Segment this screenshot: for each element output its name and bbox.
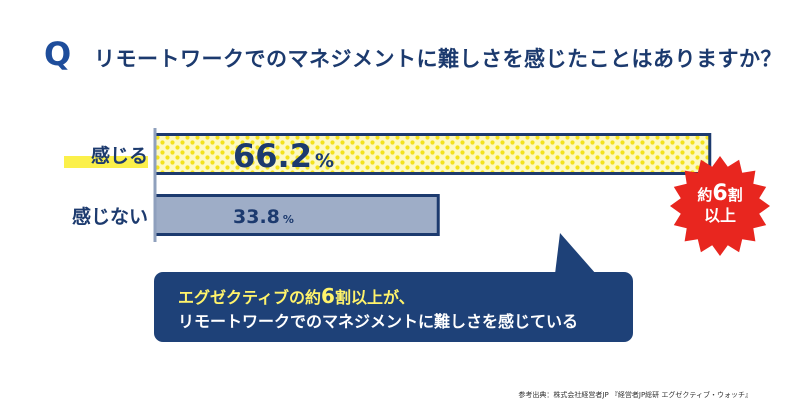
question-title: リモートワークでのマネジメントに難しさを感じたことはありますか？ — [94, 47, 782, 71]
source-citation: 参考出典：株式会社経営者JP 『経営者JP総研 エグゼクティブ・ウォッチ』 — [518, 391, 752, 399]
summary-line-1-number: 6 — [321, 284, 335, 308]
summary-line-1-part1: エグゼクティブの約 — [178, 288, 322, 307]
summary-line-2: リモートワークでのマネジメントに難しさを感じている — [178, 312, 579, 331]
summary-callout-text: エグゼクティブの約6割以上が、 リモートワークでのマネジメントに難しさを感じてい… — [178, 284, 638, 334]
badge-suffix: 割 — [728, 186, 743, 204]
starburst-badge — [670, 156, 770, 256]
data-label: 66.2% — [233, 137, 334, 175]
summary-line-1-part2: 割以上が、 — [334, 288, 415, 307]
question-mark-label: Q — [44, 35, 72, 73]
badge-number: 6 — [712, 181, 727, 206]
category-label: 感じる — [91, 144, 148, 167]
badge-line-2: 以上 — [704, 206, 736, 225]
summary-callout — [154, 272, 633, 342]
badge-prefix: 約 — [697, 186, 712, 204]
summary-line-1: エグゼクティブの約6割以上が、 — [178, 284, 638, 310]
data-label: 33.8% — [233, 206, 294, 228]
badge-line-1: 約6割 — [697, 181, 742, 206]
category-label: 感じない — [72, 205, 148, 228]
category-highlight — [64, 156, 148, 168]
